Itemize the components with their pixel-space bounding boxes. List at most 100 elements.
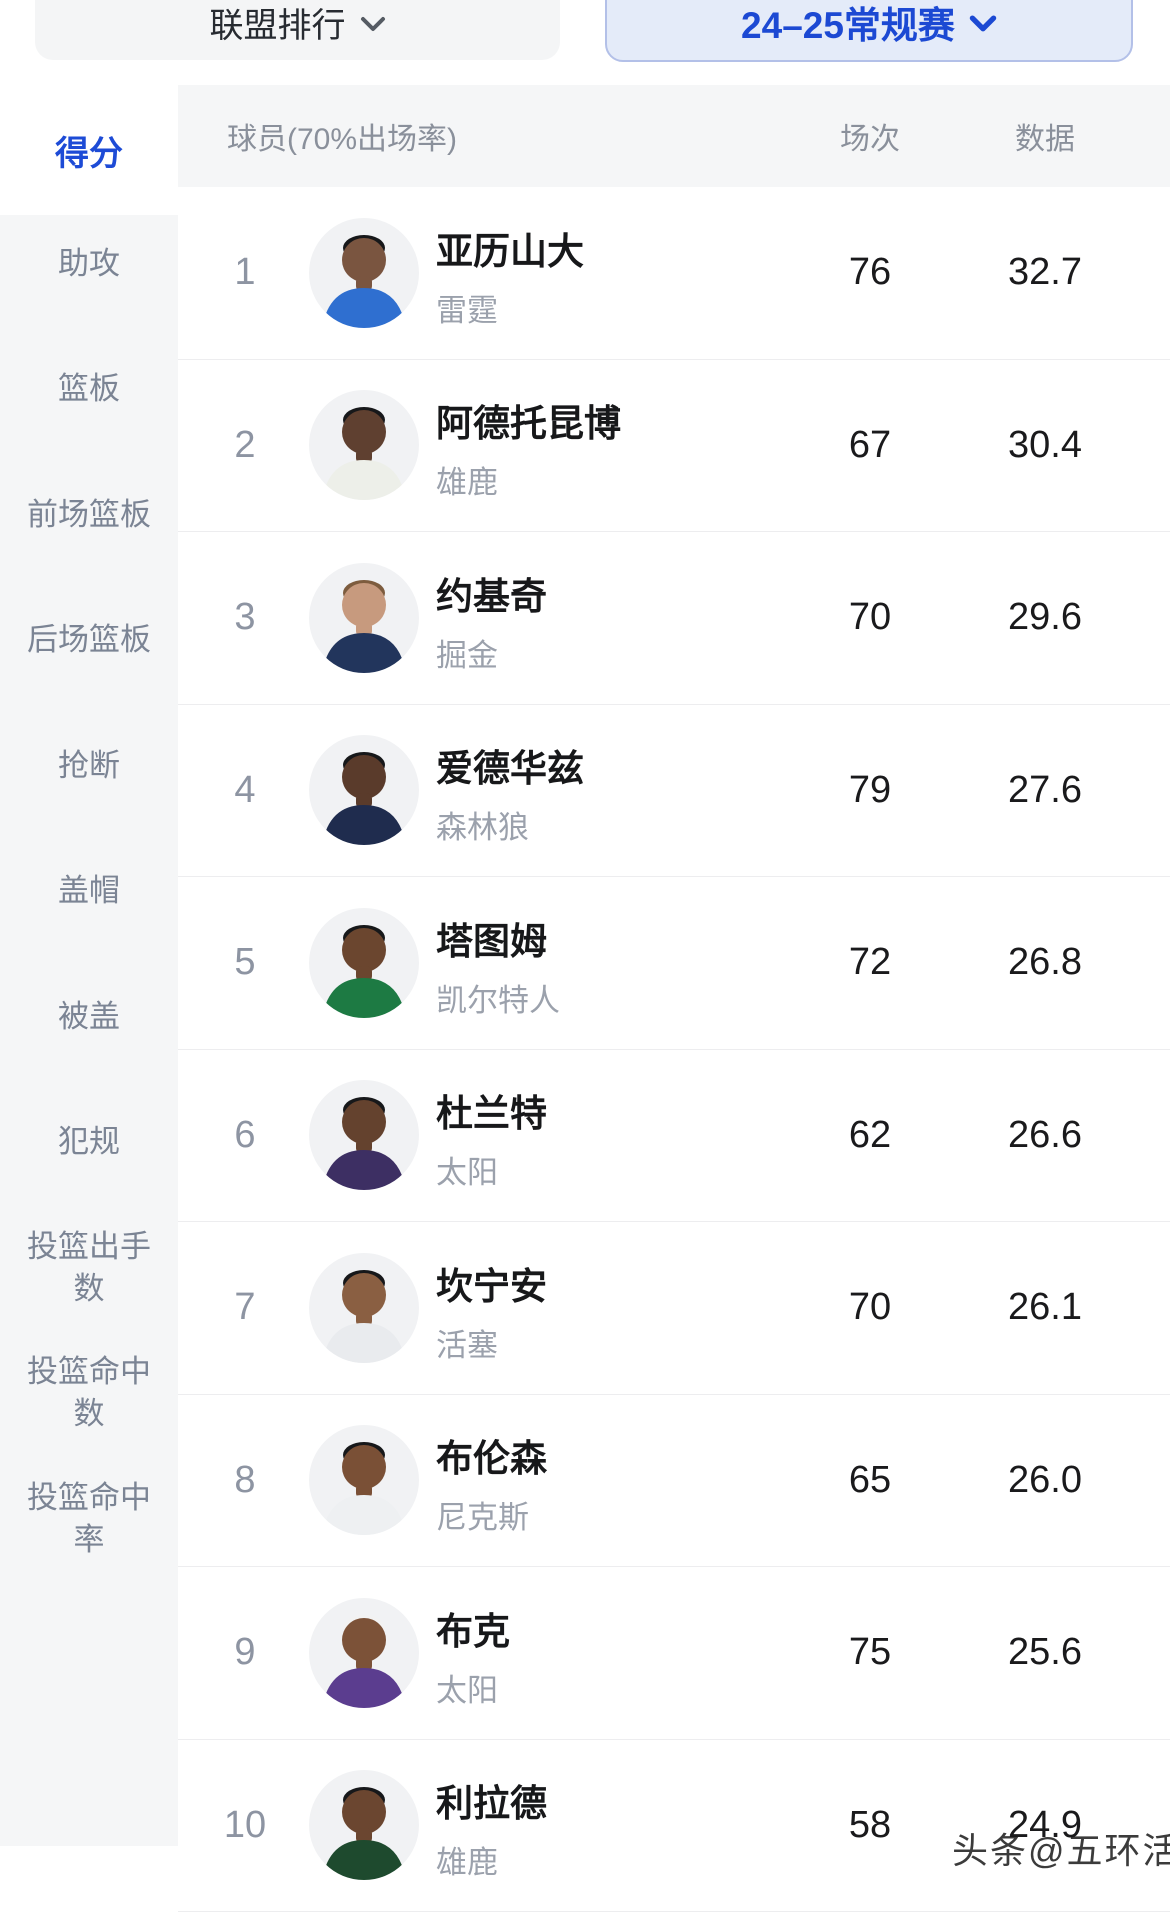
rank-label: 9 [195,1567,295,1739]
team-name: 掘金 [436,630,498,675]
games-column-header: 场次 [790,85,950,187]
leaders-table: 球员(70%出场率) 场次 数据 1 亚历山大 雷霆 76 32.7 2 [178,85,1170,1912]
team-name: 雄鹿 [436,1837,498,1882]
table-row[interactable]: 6 杜兰特 太阳 62 26.6 [178,1050,1170,1223]
team-name: 太阳 [436,1147,498,1192]
table-row[interactable]: 5 塔图姆 凯尔特人 72 26.8 [178,877,1170,1050]
sidebar-item[interactable]: 篮板 [0,327,178,453]
sidebar-item-label: 前场篮板 [14,494,164,536]
games-played: 79 [790,705,950,877]
rank-label: 4 [195,705,295,877]
player-column-header: 球员(70%出场率) [227,85,457,187]
chevron-down-icon [360,16,386,33]
stat-value: 27.6 [965,705,1125,877]
season-selector-dropdown[interactable]: 24–25常规赛 [605,0,1133,62]
stat-value: 26.1 [965,1222,1125,1394]
player-name: 塔图姆 [436,911,547,965]
games-played: 65 [790,1395,950,1567]
player-name: 约基奇 [436,566,547,620]
player-silhouette-icon [309,1770,419,1880]
sidebar-item[interactable]: 投篮命中率 [0,1456,178,1582]
sidebar-item[interactable]: 前场篮板 [0,452,178,578]
player-name: 坎宁安 [436,1256,547,1310]
stat-value: 25.6 [965,1567,1125,1739]
sidebar-item[interactable]: 投篮出手数 [0,1205,178,1331]
table-body: 1 亚历山大 雷霆 76 32.7 2 阿德托昆博 雄鹿 67 30.4 [178,187,1170,1912]
sidebar-item[interactable]: 助攻 [0,201,178,327]
data-column-header: 数据 [965,85,1125,187]
sidebar-item-points-selected[interactable]: 得分 [0,85,178,215]
sidebar-item-label: 被盖 [14,996,164,1038]
league-ranking-label: 联盟排行 [210,0,346,47]
team-name: 雷霆 [436,285,498,330]
team-name: 雄鹿 [436,457,498,502]
stat-value: 26.6 [965,1050,1125,1222]
player-avatar [309,735,419,845]
player-silhouette-icon [309,1598,419,1708]
sidebar-item-label: 助攻 [14,243,164,285]
table-row[interactable]: 4 爱德华兹 森林狼 79 27.6 [178,705,1170,878]
stat-value: 32.7 [965,187,1125,359]
sidebar-item-label: 抢断 [14,745,164,787]
player-avatar [309,1425,419,1535]
player-name: 亚历山大 [436,221,584,275]
table-row[interactable]: 2 阿德托昆博 雄鹿 67 30.4 [178,360,1170,533]
player-silhouette-icon [309,563,419,673]
rank-label: 1 [195,187,295,359]
sidebar-item[interactable]: 抢断 [0,703,178,829]
table-row[interactable]: 8 布伦森 尼克斯 65 26.0 [178,1395,1170,1568]
table-row[interactable]: 9 布克 太阳 75 25.6 [178,1567,1170,1740]
sidebar-item-list: 助攻 篮板 前场篮板 后场篮板 抢断 盖帽 被盖 犯规 投篮出手数 投篮命中数 … [0,215,178,1846]
stat-value: 29.6 [965,532,1125,704]
player-silhouette-icon [309,1425,419,1535]
table-row[interactable]: 3 约基奇 掘金 70 29.6 [178,532,1170,705]
table-row[interactable]: 7 坎宁安 活塞 70 26.1 [178,1222,1170,1395]
games-played: 72 [790,877,950,1049]
sidebar-selected-label: 得分 [55,126,123,175]
sidebar-item[interactable]: 后场篮板 [0,578,178,704]
games-played: 67 [790,360,950,532]
games-played: 62 [790,1050,950,1222]
team-name: 森林狼 [436,802,529,847]
games-played: 76 [790,187,950,359]
team-name: 太阳 [436,1665,498,1710]
sidebar-item-label: 投篮出手数 [14,1226,164,1310]
sidebar-item-label: 犯规 [14,1121,164,1163]
rank-label: 6 [195,1050,295,1222]
stat-category-sidebar: 得分 助攻 篮板 前场篮板 后场篮板 抢断 盖帽 被盖 犯规 投篮出手数 投篮命… [0,0,178,1846]
sidebar-item-label: 投篮命中率 [14,1477,164,1561]
chevron-down-icon [969,15,997,33]
season-selector-label: 24–25常规赛 [741,0,955,49]
sidebar-item-label: 投篮命中数 [14,1351,164,1435]
player-name: 杜兰特 [436,1083,547,1137]
player-avatar [309,390,419,500]
team-name: 尼克斯 [436,1492,529,1537]
sidebar-item-label: 后场篮板 [14,619,164,661]
rank-label: 5 [195,877,295,1049]
player-silhouette-icon [309,1253,419,1363]
sidebar-item[interactable]: 盖帽 [0,829,178,955]
rank-label: 3 [195,532,295,704]
player-avatar [309,1598,419,1708]
sidebar-item[interactable]: 犯规 [0,1080,178,1206]
rank-label: 8 [195,1395,295,1567]
team-name: 凯尔特人 [436,975,560,1020]
sidebar-item[interactable]: 投篮命中数 [0,1331,178,1457]
player-silhouette-icon [309,735,419,845]
player-name: 利拉德 [436,1773,547,1827]
rank-label: 7 [195,1222,295,1394]
table-row[interactable]: 1 亚历山大 雷霆 76 32.7 [178,187,1170,360]
games-played: 75 [790,1567,950,1739]
games-played: 58 [790,1740,950,1912]
watermark: 头条@五环活长 [952,1822,1170,1874]
player-name: 爱德华兹 [436,738,584,792]
games-played: 70 [790,532,950,704]
player-avatar [309,563,419,673]
sidebar-item-label: 盖帽 [14,870,164,912]
sidebar-item[interactable]: 被盖 [0,954,178,1080]
player-name: 布伦森 [436,1428,547,1482]
team-name: 活塞 [436,1320,498,1365]
stat-value: 26.8 [965,877,1125,1049]
table-header: 球员(70%出场率) 场次 数据 [178,85,1170,187]
rank-label: 2 [195,360,295,532]
